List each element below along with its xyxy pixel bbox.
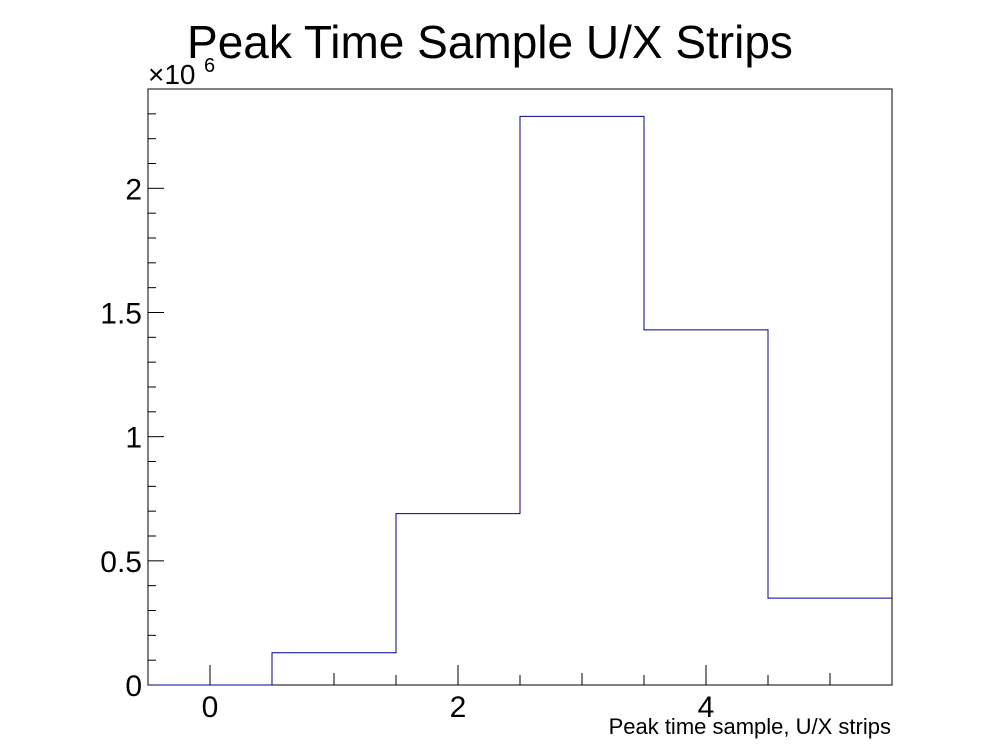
x-tick-label: 4 (698, 691, 715, 724)
y-tick-label: 2 (125, 173, 142, 206)
y-multiplier: ×10 6 (148, 55, 215, 90)
chart-title: Peak Time Sample U/X Strips (187, 16, 793, 68)
histogram-line (148, 115, 892, 686)
axes: 0 0.5 1 1.5 2 0 2 4 (100, 88, 893, 724)
y-tick-label: 0.5 (100, 546, 142, 579)
y-tick-label: 1.5 (100, 298, 142, 331)
y-tick-label: 0 (125, 670, 142, 703)
x-axis-title: Peak time sample, U/X strips (609, 714, 891, 739)
x-tick-label: 2 (450, 691, 467, 724)
y-multiplier-exponent: 6 (204, 55, 215, 77)
y-multiplier-base: ×10 (148, 59, 196, 90)
x-tick-label: 0 (202, 691, 219, 724)
y-tick-label: 1 (125, 422, 142, 455)
